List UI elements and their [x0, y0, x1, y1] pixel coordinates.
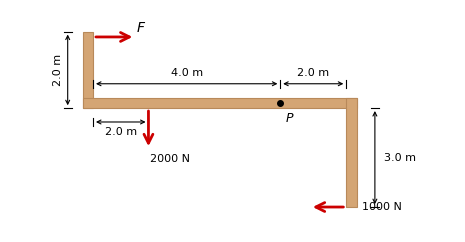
- Text: 2.0 m: 2.0 m: [297, 68, 329, 78]
- Text: 2000 N: 2000 N: [150, 154, 190, 164]
- Text: 4.0 m: 4.0 m: [171, 68, 203, 78]
- Bar: [82, 98, 357, 108]
- Bar: [346, 98, 357, 207]
- Text: 3.0 m: 3.0 m: [384, 153, 416, 163]
- Text: 2.0 m: 2.0 m: [105, 127, 137, 137]
- Bar: [82, 32, 93, 108]
- Text: P: P: [285, 112, 293, 125]
- Text: F: F: [137, 21, 145, 35]
- Text: 2.0 m: 2.0 m: [53, 54, 63, 86]
- Text: 1000 N: 1000 N: [362, 202, 402, 212]
